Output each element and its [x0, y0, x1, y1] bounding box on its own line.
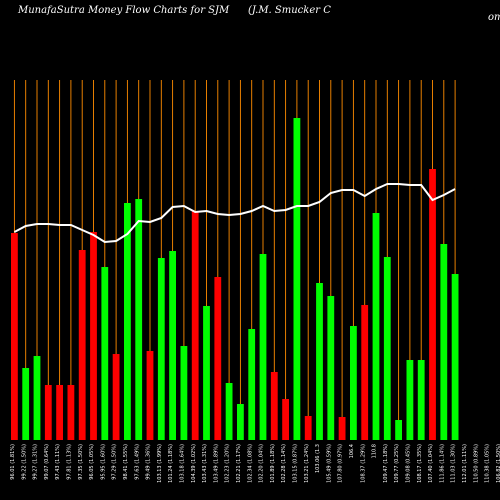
- bar-9: [101, 267, 109, 440]
- bar-20: [225, 383, 233, 440]
- bars: [11, 118, 459, 440]
- bar-34: [383, 257, 391, 440]
- x-tick-label: 103.43 (1.31%): [202, 444, 208, 483]
- x-tick-label: 97.35 (1.50%): [78, 444, 84, 480]
- x-tick-label: 102.21 (1.17%): [236, 444, 242, 483]
- bar-11: [124, 203, 131, 440]
- bar-39: [440, 244, 448, 440]
- x-tick-label: 107.40 (1.04%): [428, 444, 434, 483]
- bar-4: [44, 385, 52, 440]
- price-line-layer: [13, 183, 456, 244]
- chart-company-name-tail: om: [488, 12, 500, 23]
- bar-33: [372, 213, 380, 440]
- bar-38: [429, 169, 436, 440]
- bar-40: [451, 274, 459, 440]
- x-tick-label: 102.34 (1.08%): [247, 444, 253, 483]
- bar-29: [327, 296, 335, 440]
- x-tick-label: 98.41 (1.55%): [123, 444, 129, 480]
- x-tick-labels: 96.01 (1.81%) 99.22 (1.50%) 99.27 (1.31%) 9…: [10, 444, 500, 483]
- bar-16: [180, 346, 188, 440]
- x-tick-label: 108.17 (1.35%): [417, 444, 423, 483]
- bar-23: [259, 254, 267, 440]
- chart-company-name: (J.M. Smucker C om: [248, 5, 500, 23]
- x-tick-label: 103.49 (1.89%): [213, 444, 219, 483]
- x-tick-label: 96.05 (1.05%): [89, 444, 95, 480]
- bar-10: [112, 354, 120, 440]
- bar-12: [135, 199, 143, 440]
- bar-32: [361, 305, 369, 440]
- bar-3: [33, 356, 41, 440]
- x-tick-label: 103.06 (1.3: [315, 444, 321, 473]
- x-tick-label: 106.4: [349, 444, 355, 458]
- x-tick-label: 102.28 (1.14%): [281, 444, 287, 483]
- x-tick-label: 96.01 (1.81%): [10, 444, 16, 480]
- x-tick-label: 103.21 (1.24%): [304, 444, 310, 483]
- x-tick-label: 112.01 (1.11%): [462, 444, 468, 483]
- x-tick-label: 109.77 (0.25%): [394, 444, 400, 483]
- x-tick-label: 103.13 (1.99%): [157, 444, 163, 483]
- x-tick-label: 97.43 (1.11%): [55, 444, 61, 480]
- chart-company-name-part: (J.M. Smucker C: [248, 5, 331, 16]
- x-tick-label: 109.08 (0.45%): [406, 444, 412, 483]
- x-tick-label: 101.24 (1.18%): [168, 444, 174, 483]
- bar-8: [90, 232, 97, 440]
- bar-22: [248, 329, 256, 440]
- x-tick-label: 102.20 (1.04%): [259, 444, 265, 483]
- x-tick-label: 107.80 (0.97%): [338, 444, 344, 483]
- x-tick-label: 105.49 (0.59%): [326, 444, 332, 483]
- x-tick-label: 104.39 (1.02%): [191, 444, 197, 483]
- x-tick-label: 109.47 (1.18%): [383, 444, 389, 483]
- bar-27: [304, 416, 312, 440]
- x-tick-label: 111.86 (1.14%): [439, 444, 445, 483]
- x-tick-label: 95.95 (1.60%): [100, 444, 106, 480]
- x-tick-label: 106.82 (1.50%): [496, 444, 500, 483]
- bar-35: [395, 420, 402, 440]
- bar-28: [316, 283, 323, 440]
- bar-24: [270, 372, 278, 440]
- bar-15: [169, 251, 176, 440]
- bar-13: [146, 351, 154, 440]
- x-tick-label: 110.38 (1.05%): [485, 444, 491, 483]
- x-tick-label: 99.22 (1.50%): [21, 444, 27, 480]
- x-tick-label: 101.89 (1.18%): [270, 444, 276, 483]
- bar-19: [214, 277, 222, 440]
- bar-18: [203, 306, 210, 440]
- bar-21: [237, 404, 244, 440]
- bar-36: [406, 360, 414, 440]
- bar-14: [157, 258, 165, 440]
- bar-37: [417, 360, 425, 440]
- bar-7: [78, 250, 86, 440]
- bar-17: [191, 211, 199, 440]
- x-tick-label: 111.03 (1.30%): [451, 444, 457, 483]
- x-tick-label: 99.27 (1.31%): [33, 444, 39, 480]
- bar-2: [22, 368, 30, 440]
- bar-26: [293, 118, 301, 440]
- x-tick-label: 99.49 (1.36%): [146, 444, 152, 480]
- x-tick-label: 110.8: [372, 444, 378, 458]
- x-tick-label: 102.23 (1.20%): [225, 444, 231, 483]
- bar-31: [350, 326, 357, 440]
- x-tick-label: 110.50 (0.89%): [473, 444, 479, 483]
- chart-title: MunafaSutra Money Flow Charts for SJM: [18, 5, 230, 16]
- x-tick-label: 108.37 (1.29%): [360, 444, 366, 483]
- bar-6: [67, 385, 75, 440]
- bar-25: [282, 399, 289, 440]
- x-tick-label: 97.63 (1.49%): [134, 444, 140, 480]
- bar-1: [11, 233, 18, 440]
- x-tick-label: 99.07 (0.64%): [44, 444, 50, 480]
- x-tick-label: 103.18 (1.64%): [180, 444, 186, 483]
- x-tick-label: 103.15 (0.87%): [293, 444, 299, 483]
- x-tick-label: 97.81 (1.13%): [67, 444, 73, 480]
- bar-30: [338, 417, 346, 440]
- bar-5: [56, 385, 63, 440]
- x-tick-label: 97.29 (1.50%): [112, 444, 118, 480]
- price-line: [13, 183, 456, 244]
